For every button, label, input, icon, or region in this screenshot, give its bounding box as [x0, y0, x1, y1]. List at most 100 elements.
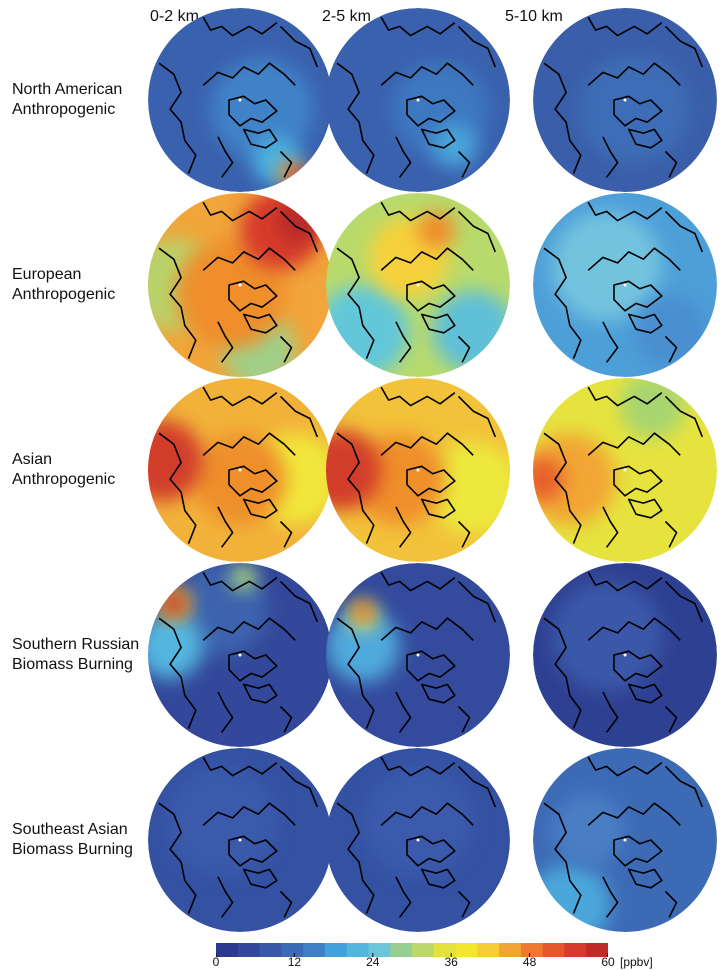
- coastline: [380, 386, 456, 407]
- map-panel-r0-c2: [533, 8, 717, 192]
- colorbar-segment: [499, 943, 522, 957]
- map-panel-r3-c1: [326, 563, 510, 747]
- row-label-line2: Biomass Burning: [12, 656, 133, 673]
- coastline: [202, 62, 296, 86]
- coastline: [613, 650, 663, 682]
- pole-marker: [416, 98, 420, 102]
- coastline: [158, 247, 197, 359]
- concentration-blob: [160, 590, 187, 617]
- pole-marker: [623, 468, 627, 472]
- coastline: [543, 802, 582, 914]
- coastline: [420, 313, 456, 334]
- coastline: [457, 765, 497, 808]
- concentration-blob: [533, 457, 565, 502]
- map-panel-r4-c0: [148, 748, 332, 932]
- coastline: [279, 25, 319, 68]
- coastline: [158, 617, 197, 729]
- coastline: [543, 247, 582, 359]
- coastline: [457, 520, 471, 548]
- coastline: [242, 498, 278, 519]
- colorbar-segment: [564, 943, 587, 957]
- coastline: [279, 765, 319, 808]
- pole-marker: [238, 283, 242, 287]
- pole-marker: [416, 838, 420, 842]
- coastline: [543, 432, 582, 544]
- coastline: [627, 313, 663, 334]
- coastline: [217, 321, 234, 363]
- pole-marker: [623, 653, 627, 657]
- coastline: [395, 876, 412, 918]
- coastline: [587, 756, 663, 777]
- coastline: [217, 876, 234, 918]
- colorbar-segment: [390, 943, 413, 957]
- coastline: [228, 95, 278, 127]
- coastline: [543, 617, 582, 729]
- concentration-blob: [291, 169, 307, 185]
- coastline: [420, 683, 456, 704]
- coastline: [279, 520, 293, 548]
- colorbar: [216, 943, 608, 957]
- map-panel-r0-c1: [326, 8, 510, 192]
- colorbar-segment: [368, 943, 391, 957]
- coastline: [543, 62, 582, 174]
- concentration-blob: [551, 794, 625, 868]
- colorbar-segment: [520, 943, 544, 957]
- coastline: [217, 136, 234, 178]
- concentration-blob: [326, 429, 382, 511]
- colorbar-tick-label: 48: [522, 955, 537, 969]
- coastline: [279, 150, 293, 178]
- coastline: [242, 868, 278, 889]
- coastline: [202, 802, 296, 826]
- concentration-blob: [533, 433, 616, 526]
- col-header-2: 5-10 km: [505, 8, 563, 25]
- coastline: [602, 876, 619, 918]
- colorbar-segment: [259, 943, 282, 957]
- coastline: [406, 280, 456, 312]
- coastline: [587, 62, 681, 86]
- coastline: [664, 395, 704, 438]
- coastline: [395, 136, 412, 178]
- coastline: [664, 335, 678, 363]
- coastline: [158, 432, 197, 544]
- concentration-blob: [634, 294, 708, 368]
- coastline: [627, 498, 663, 519]
- coastline: [242, 683, 278, 704]
- colorbar-segment: [412, 943, 435, 957]
- coastline: [587, 432, 681, 456]
- map-panel-r2-c0: [148, 378, 332, 562]
- coastline: [602, 691, 619, 733]
- coastline: [457, 210, 497, 253]
- coastline: [380, 617, 474, 641]
- concentration-blob: [355, 603, 371, 619]
- colorbar-segment: [303, 943, 326, 957]
- concentration-blob: [362, 766, 474, 877]
- coastline: [228, 280, 278, 312]
- row-label-line1: North American: [12, 81, 123, 98]
- row-label-3: Southern Russian Biomass Burning: [12, 635, 139, 675]
- coastline: [395, 691, 412, 733]
- coastline: [613, 465, 663, 497]
- map-panel-r4-c2: [533, 748, 717, 932]
- coastline: [380, 756, 456, 777]
- coastline: [664, 25, 704, 68]
- colorbar-segment: [324, 943, 348, 957]
- coastline: [202, 571, 278, 592]
- coastline: [627, 868, 663, 889]
- coastline: [279, 210, 319, 253]
- map-panel-r3-c0: [148, 563, 332, 747]
- coastline: [664, 150, 678, 178]
- col-header-0: 0-2 km: [150, 8, 199, 25]
- coastline: [336, 617, 375, 729]
- pole-marker: [416, 468, 420, 472]
- coastline: [457, 25, 497, 68]
- coastline: [420, 498, 456, 519]
- row-label-line2: Anthropogenic: [12, 101, 116, 118]
- map-panel-r1-c1: [326, 193, 510, 377]
- coastline: [587, 802, 681, 826]
- colorbar-unit: [ppbv]: [620, 955, 653, 969]
- coastline: [664, 580, 704, 623]
- coastline: [664, 890, 678, 918]
- coastline: [380, 62, 474, 86]
- coastline: [336, 432, 375, 544]
- colorbar-segment: [455, 943, 478, 957]
